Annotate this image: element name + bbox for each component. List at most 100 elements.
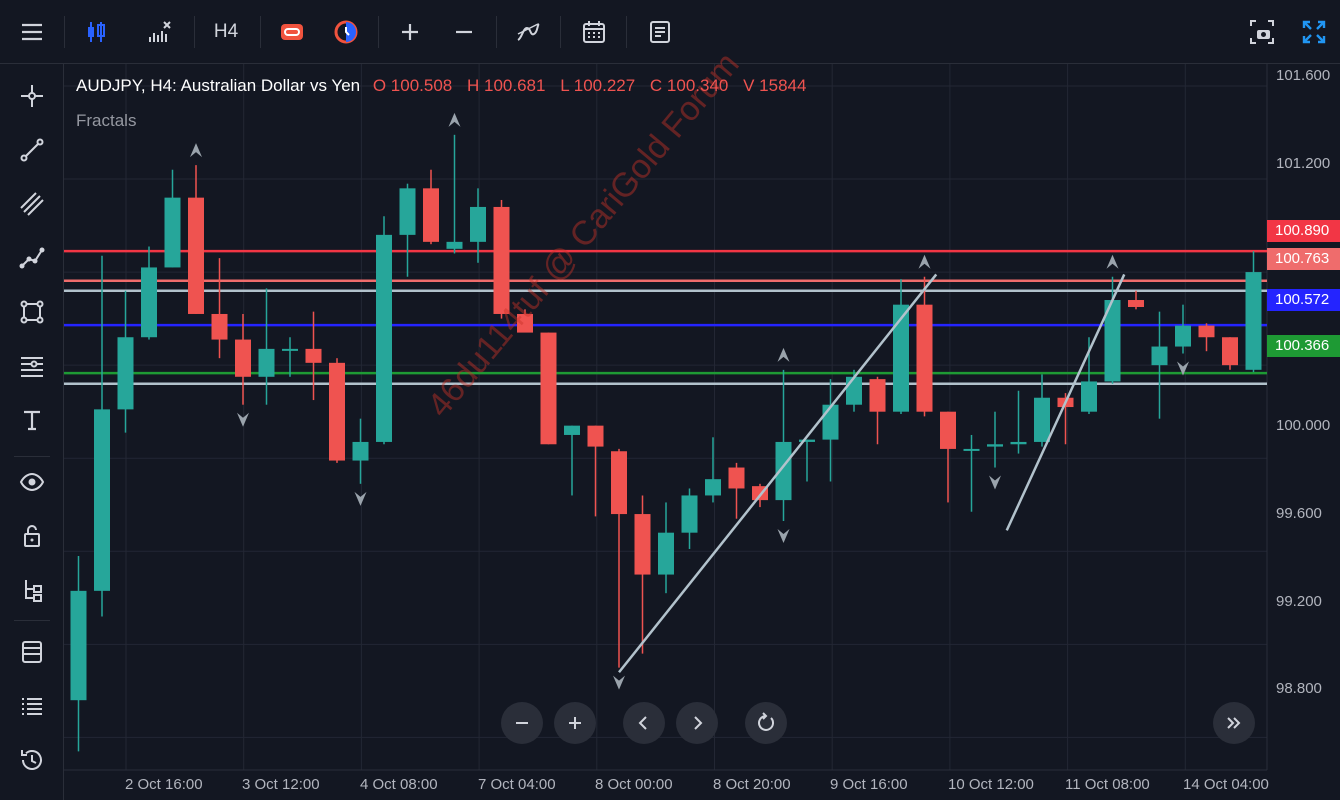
divider (194, 16, 195, 48)
minus-icon[interactable] (444, 12, 484, 52)
price-tag-blue: 100.572 (1267, 289, 1340, 311)
chevron-left-icon (638, 716, 647, 730)
candle-body (1010, 441, 1027, 445)
fractal-down-arrow (237, 412, 249, 427)
divider (626, 16, 627, 48)
candle-body (1104, 300, 1121, 382)
candle-body (611, 451, 627, 515)
top-toolbar: H4 (0, 0, 1340, 64)
candle-body (235, 339, 251, 377)
fractal-down-arrow (777, 529, 790, 544)
compare-icon[interactable] (272, 12, 312, 52)
fractal-up-arrow (1106, 254, 1119, 269)
zoom-out-button[interactable] (501, 702, 543, 744)
price-tag-green: 100.366 (1267, 335, 1340, 357)
time-label: 10 Oct 12:00 (948, 776, 1034, 793)
templates-icon[interactable] (12, 632, 52, 672)
zoom-in-button[interactable] (554, 702, 596, 744)
fractal-down-arrow (354, 491, 367, 506)
candle-body (188, 197, 204, 314)
candle-body (634, 514, 651, 575)
candle-body (681, 495, 698, 533)
candle-body (822, 404, 839, 440)
candle-body (305, 348, 322, 363)
price-tag-red: 100.890 (1267, 220, 1340, 242)
notes-icon[interactable] (640, 12, 680, 52)
fractal-up-arrow (190, 143, 202, 158)
candle-body (376, 234, 392, 442)
hamburger-menu-icon[interactable] (12, 12, 52, 52)
fractal-down-arrow (613, 675, 625, 690)
trend-line-icon[interactable] (12, 130, 52, 170)
text-tool-icon[interactable] (12, 400, 52, 440)
time-label: 9 Oct 16:00 (830, 776, 908, 793)
timeframe-button[interactable]: H4 (206, 12, 246, 52)
candle-body (329, 362, 345, 461)
chevron-right-icon (694, 716, 703, 730)
divider (14, 620, 50, 621)
candle-body (94, 409, 110, 591)
plus-icon[interactable] (390, 12, 430, 52)
candle-body (352, 441, 369, 461)
scroll-left-button[interactable] (623, 702, 665, 744)
candle-body (587, 425, 604, 447)
fractal-down-arrow (989, 475, 1001, 490)
session-icon[interactable] (326, 12, 366, 52)
divider (64, 16, 65, 48)
candle-body (446, 241, 463, 249)
price-label: 101.600 (1276, 67, 1331, 84)
fibonacci-icon[interactable] (12, 346, 52, 386)
price-chart[interactable] (64, 64, 1340, 800)
rectangle-shape-icon[interactable] (12, 292, 52, 332)
fullscreen-icon[interactable] (1294, 12, 1334, 52)
scroll-right-button[interactable] (676, 702, 718, 744)
indicators-icon[interactable] (140, 12, 180, 52)
indicator-label[interactable]: Fractals (76, 111, 137, 130)
reset-icon (758, 712, 774, 731)
drawing-toolbar (0, 64, 64, 800)
eye-icon[interactable] (12, 462, 52, 502)
plus-icon (569, 717, 581, 729)
chart-legend: AUDJPY, H4: Australian Dollar vs Yen O 1… (76, 76, 816, 96)
candle-body (963, 448, 980, 451)
candle-body (869, 379, 886, 412)
lock-icon[interactable] (12, 516, 52, 556)
symbol-title[interactable]: AUDJPY, H4: Australian Dollar vs Yen (76, 76, 361, 95)
candle-body (940, 411, 956, 449)
time-label: 8 Oct 20:00 (713, 776, 791, 793)
candle-body (141, 267, 157, 338)
polyline-icon[interactable] (12, 238, 52, 278)
curve-icon[interactable] (508, 12, 548, 52)
candle-body (775, 441, 792, 501)
double-chevron-right-icon (1227, 717, 1241, 729)
candle-body (399, 188, 416, 235)
candle-body (282, 348, 298, 351)
candle-body (1128, 300, 1144, 307)
price-label: 100.000 (1276, 417, 1331, 434)
candle-body (423, 188, 439, 242)
candlestick-icon[interactable] (76, 12, 116, 52)
go-to-latest-button[interactable] (1213, 702, 1255, 744)
trend-line (618, 273, 938, 674)
object-tree-icon[interactable] (12, 570, 52, 610)
candle-body (987, 444, 1003, 447)
chart-area[interactable] (64, 64, 1340, 800)
candle-body (705, 479, 721, 496)
divider (378, 16, 379, 48)
trend-line (1005, 273, 1126, 531)
calendar-icon[interactable] (574, 12, 614, 52)
ohlc-values: O 100.508 H 100.681 L 100.227 C 100.340 … (373, 76, 817, 95)
parallel-channel-icon[interactable] (12, 184, 52, 224)
history-icon[interactable] (12, 740, 52, 780)
candle-body (1245, 272, 1262, 370)
crosshair-icon[interactable] (12, 76, 52, 116)
list-icon[interactable] (12, 686, 52, 726)
camera-icon[interactable] (1242, 12, 1282, 52)
candle-body (1175, 325, 1191, 347)
candle-body (70, 590, 87, 701)
candle-body (540, 332, 557, 445)
fractal-down-arrow (1177, 361, 1189, 376)
candle-body (211, 313, 228, 340)
reset-chart-button[interactable] (745, 702, 787, 744)
candle-body (1222, 337, 1238, 366)
